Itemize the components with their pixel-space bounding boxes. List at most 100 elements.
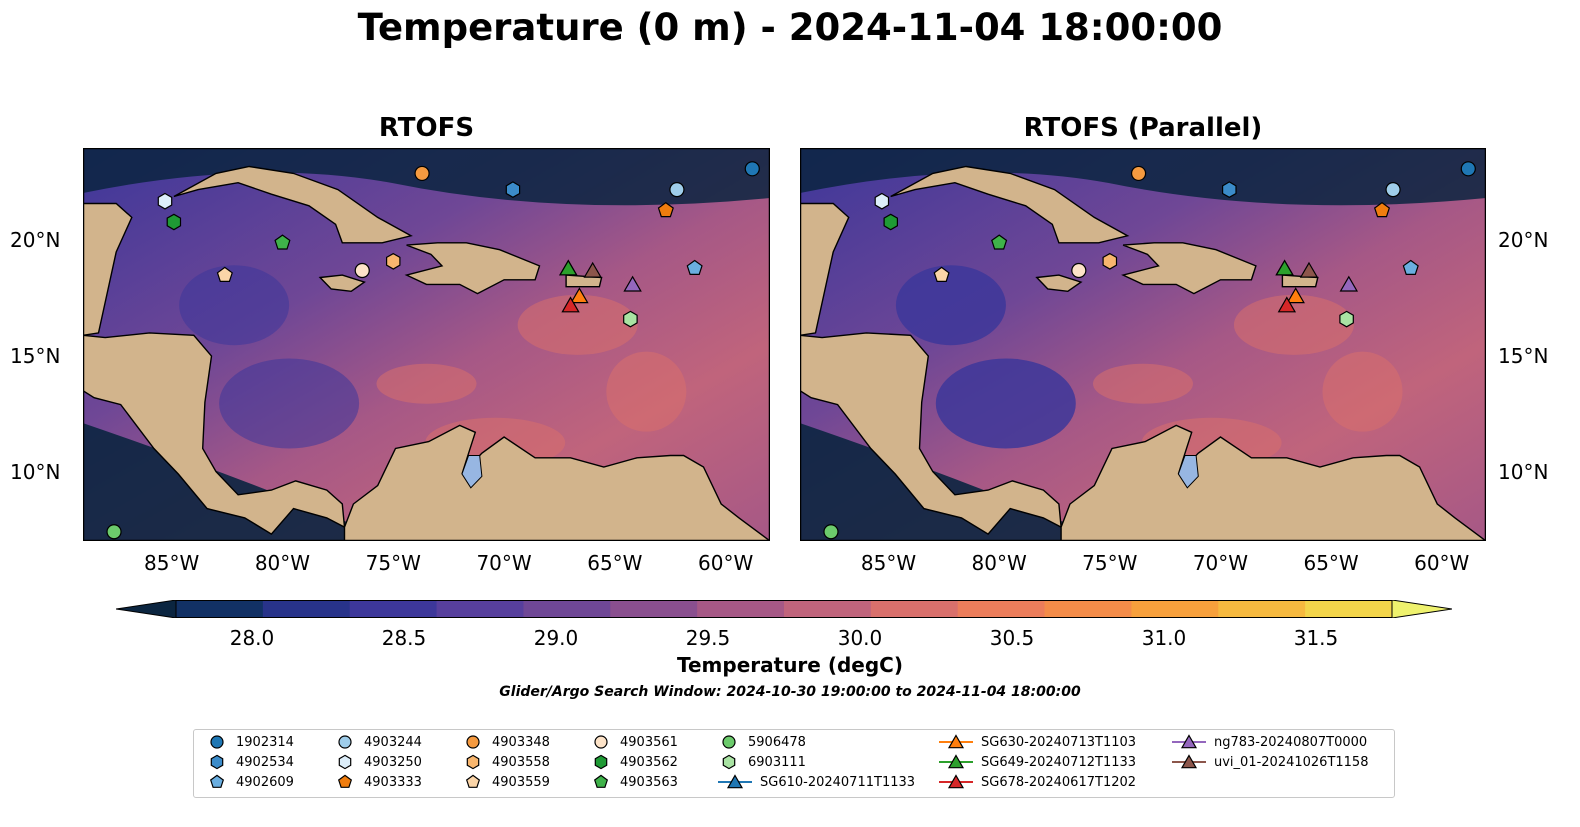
land-cuba <box>890 165 1130 244</box>
y-tick-label: 10°N <box>1498 459 1549 484</box>
legend-label: 4903559 <box>492 774 550 790</box>
marker-SG630-20240713T1103 <box>1286 287 1305 304</box>
x-tick-label: 65°W <box>1303 551 1359 575</box>
x-tick-label: 80°W <box>254 551 311 575</box>
cool-patch <box>179 265 290 346</box>
legend-label: SG678-20240617T1202 <box>981 774 1137 790</box>
lake-maracaibo <box>461 455 483 489</box>
land-cuba <box>173 165 413 244</box>
cool-patch <box>895 265 1006 346</box>
marker-4903333 <box>1373 201 1391 218</box>
legend-item: ng783-20240807T0000 <box>1172 732 1367 752</box>
marker-6903111 <box>1339 310 1354 328</box>
warm-patch <box>376 363 477 404</box>
land-jamaica <box>1035 274 1083 293</box>
legend-label: 4903563 <box>620 774 678 790</box>
marker-5906478 <box>823 524 839 540</box>
marker-SG678-20240617T1202 <box>1277 296 1297 313</box>
land-southam <box>343 424 770 541</box>
land-jamaica <box>318 274 366 293</box>
legend-item: 4903333 <box>334 772 422 792</box>
legend-marker-circle <box>722 735 736 749</box>
legend-label: 4902609 <box>236 774 294 790</box>
land-hispaniola <box>1121 242 1257 295</box>
legend-label: 4902534 <box>236 754 294 770</box>
marker-SG649-20240712T1133 <box>1275 259 1294 276</box>
marker-4902609 <box>686 259 703 276</box>
legend-marker-triangle <box>947 754 965 769</box>
marker-ng783-20240807T0000 <box>623 275 642 292</box>
legend-label: uvi_01-20241026T1158 <box>1214 754 1369 770</box>
cool-patch <box>935 358 1076 449</box>
marker-4903562 <box>166 213 182 231</box>
legend-label: 6903111 <box>748 754 806 770</box>
legend-marker-triangle <box>947 774 965 789</box>
x-tick-label: 75°W <box>1082 551 1138 575</box>
marker-SG678-20240617T1202 <box>561 296 580 313</box>
colorbar-tick-label: 29.5 <box>685 626 731 650</box>
marker-SG630-20240713T1103 <box>570 287 589 304</box>
legend-item: 4903348 <box>462 732 550 752</box>
legend-item: 4903561 <box>590 732 678 752</box>
legend: 1902314 4902534 4902609 4903244 4903250 49033… <box>193 729 1395 798</box>
legend-item: SG630-20240713T1103 <box>939 732 1136 752</box>
marker-ng783-20240807T0000 <box>1339 275 1359 292</box>
legend-item: 4903250 <box>334 752 422 772</box>
x-tick-label: 75°W <box>365 551 421 575</box>
colorbar-segment <box>349 600 438 618</box>
legend-item: 4903244 <box>334 732 422 752</box>
colorbar-segment <box>1044 600 1132 618</box>
marker-4903348 <box>414 165 430 182</box>
colorbar-segment <box>1218 600 1306 618</box>
legend-marker-pentagon <box>465 774 481 788</box>
map-frame <box>83 148 770 541</box>
legend-label: 4903558 <box>492 754 550 770</box>
colorbar <box>116 600 1452 618</box>
x-tick-label: 85°W <box>144 551 200 575</box>
legend-marker-pentagon <box>209 774 225 788</box>
colorbar-tick-label: 28.5 <box>381 626 427 650</box>
colorbar-segment <box>697 600 785 618</box>
legend-item: 1902314 <box>206 732 294 752</box>
marker-4903559 <box>933 266 950 282</box>
legend-marker-circle <box>210 735 224 749</box>
x-tick-label: 70°W <box>1192 551 1249 575</box>
legend-item: 4903558 <box>462 752 550 772</box>
marker-4903562 <box>883 213 899 231</box>
legend-marker-circle <box>338 735 352 749</box>
legend-label: ng783-20240807T0000 <box>1214 734 1368 750</box>
marker-4903348 <box>1130 165 1147 182</box>
legend-item: SG610-20240711T1133 <box>718 772 915 792</box>
legend-item: SG649-20240712T1133 <box>939 752 1136 772</box>
marker-4903561 <box>354 262 370 279</box>
land-southam <box>1060 424 1486 541</box>
y-tick-label: 20°N <box>1498 228 1549 253</box>
warm-patch <box>517 294 638 355</box>
map-panel-rtofs-parallel <box>800 148 1486 541</box>
legend-marker-pentagon <box>593 774 609 788</box>
legend-marker-circle <box>466 735 480 749</box>
colorbar-segment <box>610 600 698 618</box>
marker-4903558 <box>386 252 401 270</box>
marker-uvi_01-20241026T1158 <box>1299 261 1319 278</box>
marker-4902534 <box>1222 181 1237 198</box>
y-tick-label: 20°N <box>10 228 61 253</box>
x-tick-label: 70°W <box>476 551 532 575</box>
legend-label: 4903250 <box>364 754 422 770</box>
colorbar-segment <box>523 600 611 618</box>
panel-title-rtofs-parallel: RTOFS (Parallel) <box>1023 113 1263 143</box>
warm-patch <box>606 351 687 432</box>
legend-label: 4903561 <box>620 734 678 750</box>
legend-marker-hexagon <box>338 754 352 770</box>
legend-item: 4903559 <box>462 772 550 792</box>
x-tick-label: 85°W <box>860 551 917 575</box>
marker-4902534 <box>505 181 521 198</box>
colorbar-tick-label: 30.5 <box>989 626 1035 650</box>
legend-marker-hexagon <box>210 754 224 770</box>
map-panel-rtofs <box>83 148 770 541</box>
colorbar-segment <box>784 600 872 618</box>
legend-marker-hexagon <box>466 754 480 770</box>
y-tick-label: 15°N <box>10 344 61 369</box>
colorbar-segment <box>1305 600 1393 618</box>
colorbar-segment <box>176 600 264 618</box>
